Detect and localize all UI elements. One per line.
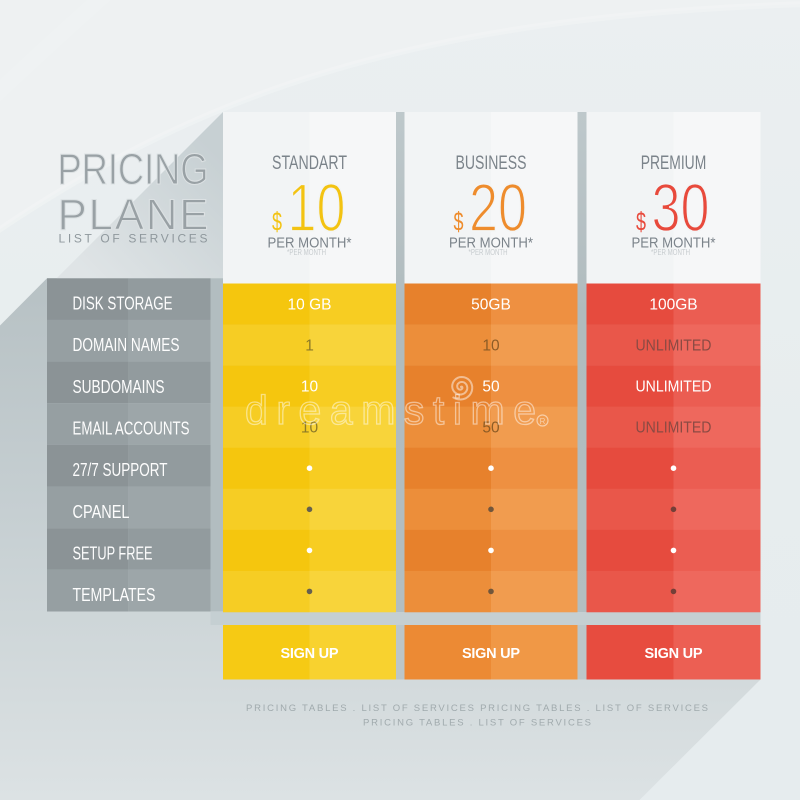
- svg-text:SIGN UP: SIGN UP: [645, 646, 703, 662]
- svg-text:20: 20: [469, 170, 527, 246]
- svg-text:DISK STORAGE: DISK STORAGE: [73, 294, 173, 314]
- svg-text:CPANEL: CPANEL: [73, 502, 130, 522]
- svg-text:PRICING: PRICING: [58, 145, 209, 194]
- svg-text:10: 10: [288, 170, 346, 246]
- svg-text:SIGN UP: SIGN UP: [462, 646, 520, 662]
- svg-text:PLANE: PLANE: [58, 191, 209, 240]
- svg-text:PREMIUM: PREMIUM: [641, 153, 707, 174]
- svg-text:100GB: 100GB: [649, 297, 697, 314]
- svg-text:DOMAIN NAMES: DOMAIN NAMES: [73, 335, 180, 355]
- svg-text:EMAIL ACCOUNTS: EMAIL ACCOUNTS: [73, 418, 190, 438]
- svg-text:SETUP FREE: SETUP FREE: [73, 543, 153, 563]
- svg-text:10: 10: [301, 420, 319, 437]
- svg-text:BUSINESS: BUSINESS: [456, 153, 527, 174]
- svg-text:$: $: [272, 207, 282, 237]
- svg-text:50GB: 50GB: [471, 297, 511, 314]
- svg-text:UNLIMITED: UNLIMITED: [636, 338, 712, 355]
- svg-text:1: 1: [305, 338, 314, 355]
- svg-text:*PER MONTH: *PER MONTH: [469, 248, 508, 257]
- svg-text:LIST OF SERVICES: LIST OF SERVICES: [59, 232, 208, 246]
- svg-text:10 GB: 10 GB: [288, 297, 332, 314]
- svg-text:50: 50: [482, 379, 500, 396]
- svg-text:27/7 SUPPORT: 27/7 SUPPORT: [73, 460, 168, 480]
- svg-text:SIGN UP: SIGN UP: [281, 646, 339, 662]
- svg-text:10: 10: [482, 338, 500, 355]
- svg-text:UNLIMITED: UNLIMITED: [636, 420, 712, 437]
- svg-text:50: 50: [482, 420, 500, 437]
- svg-text:*PER MONTH: *PER MONTH: [287, 248, 326, 257]
- svg-text:R: R: [540, 417, 546, 426]
- svg-text:$: $: [454, 207, 464, 237]
- svg-text:TEMPLATES: TEMPLATES: [73, 585, 156, 605]
- svg-text:UNLIMITED: UNLIMITED: [636, 379, 712, 396]
- svg-text:PER MONTH*: PER MONTH*: [449, 235, 533, 252]
- svg-text:dreamstime: dreamstime: [245, 387, 536, 433]
- svg-text:SUBDOMAINS: SUBDOMAINS: [73, 377, 165, 397]
- svg-text:30: 30: [652, 170, 710, 246]
- svg-text:*PER MONTH: *PER MONTH: [651, 248, 690, 257]
- svg-text:PER MONTH*: PER MONTH*: [268, 235, 352, 252]
- svg-text:PER MONTH*: PER MONTH*: [632, 235, 716, 252]
- svg-text:PRICING TABLES . LIST OF SERVI: PRICING TABLES . LIST OF SERVICES PRICIN…: [246, 703, 708, 714]
- svg-text:10: 10: [301, 379, 319, 396]
- svg-text:STANDART: STANDART: [272, 153, 347, 174]
- svg-text:$: $: [636, 207, 646, 237]
